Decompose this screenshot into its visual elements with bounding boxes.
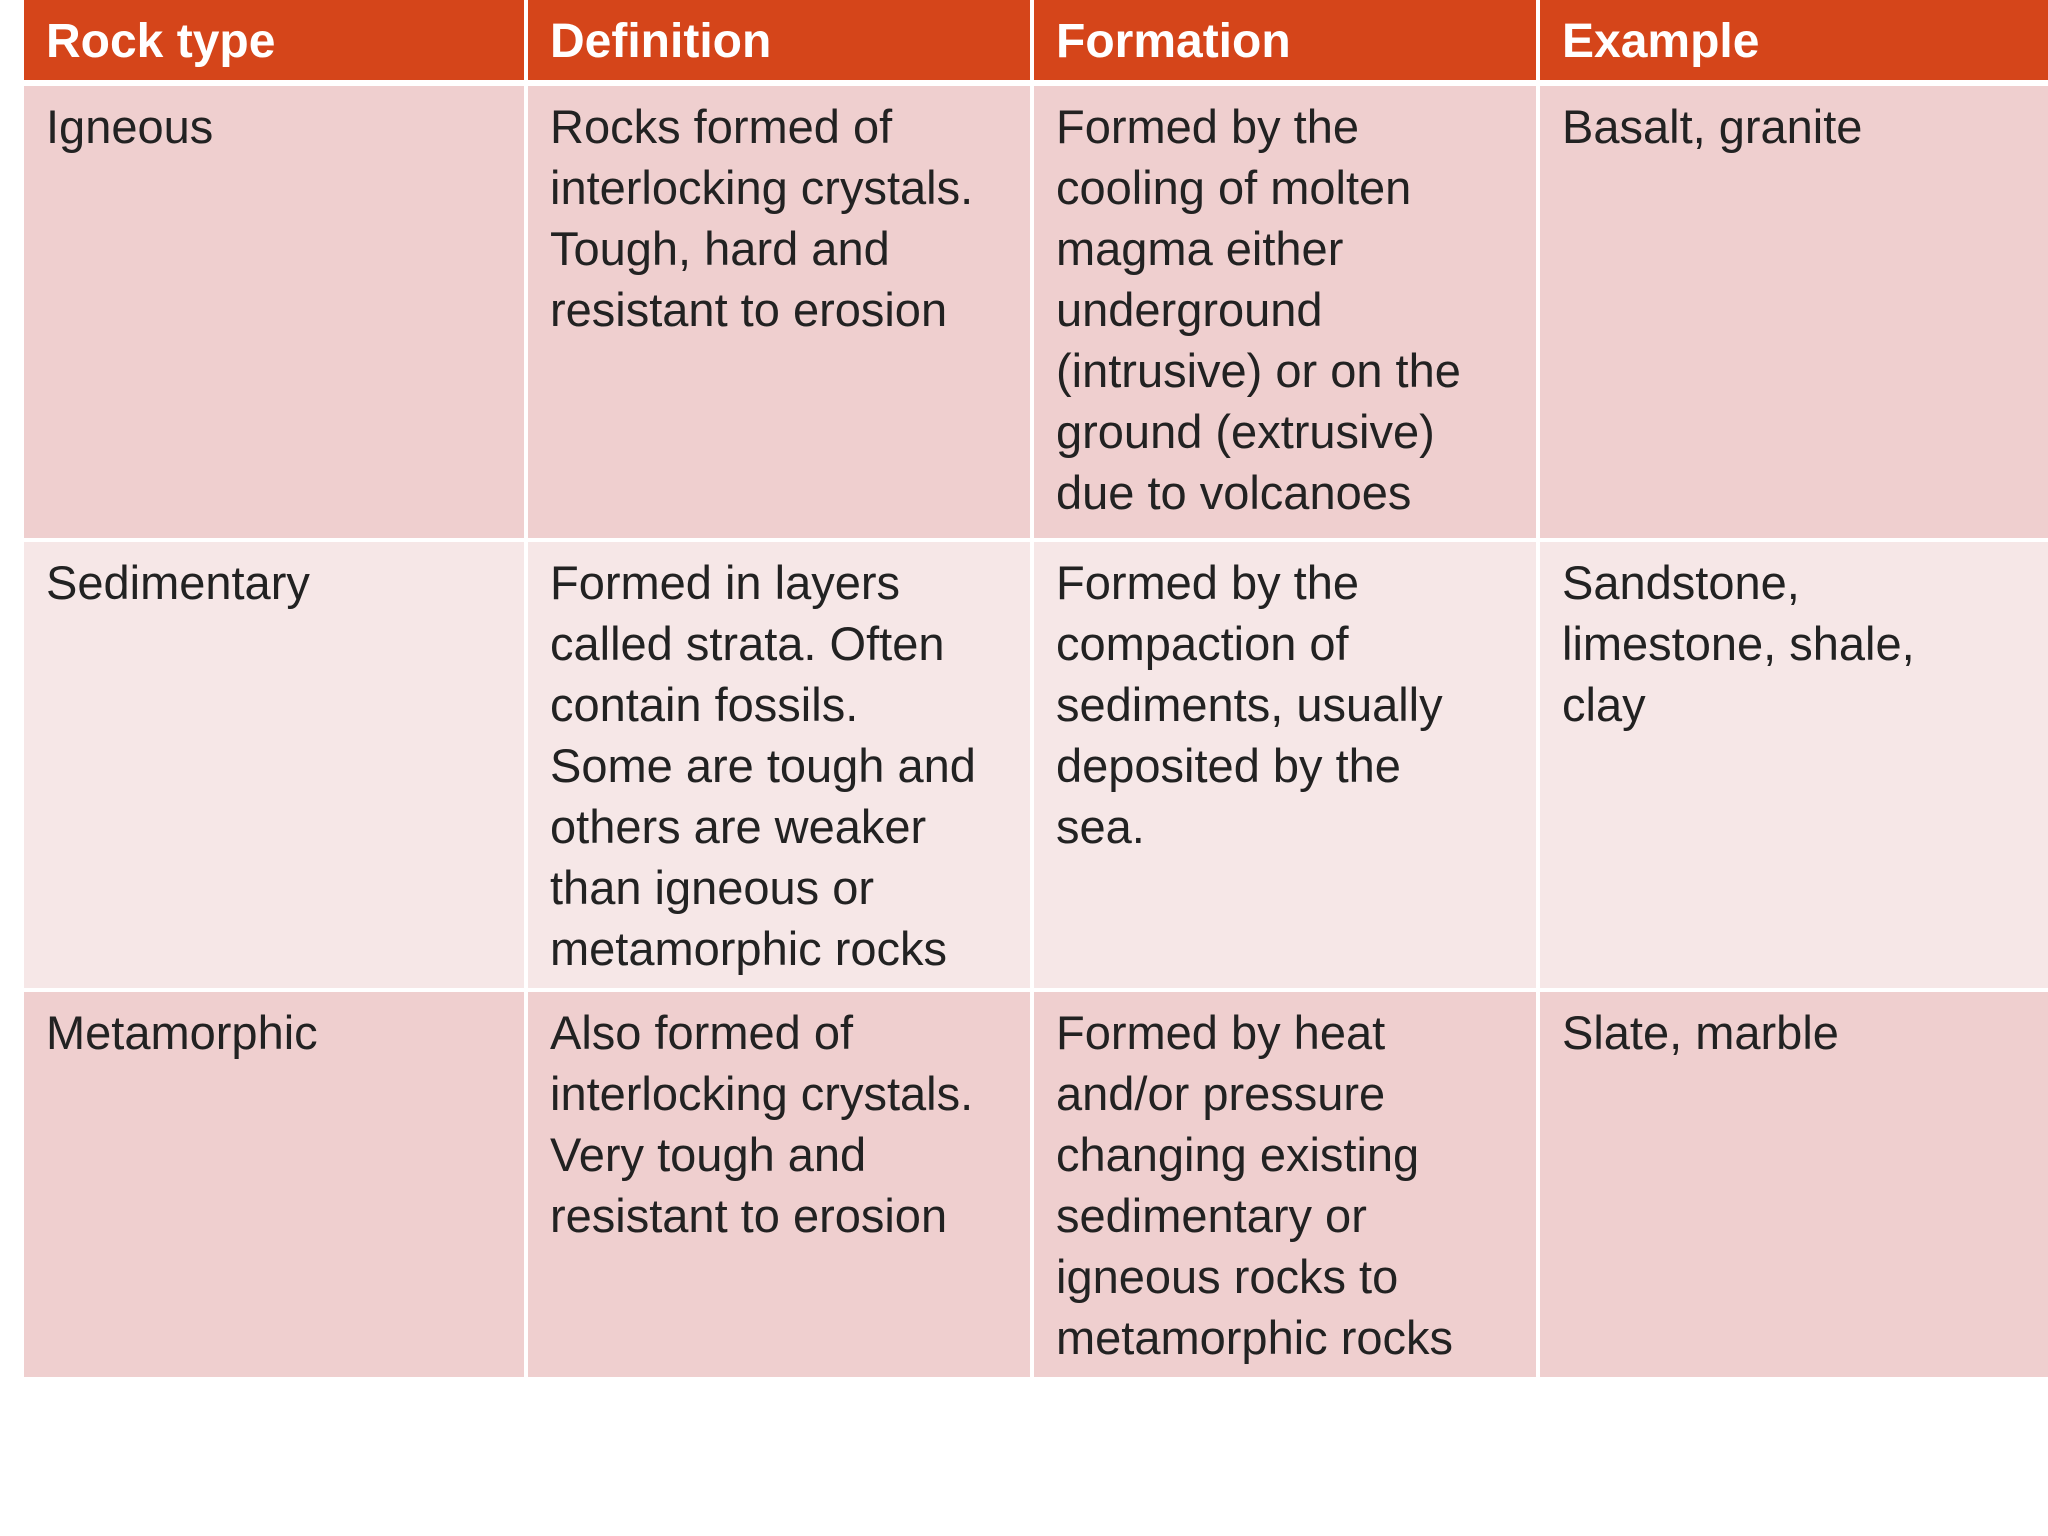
header-example: Example [1540, 0, 2048, 86]
header-formation: Formation [1034, 0, 1540, 86]
igneous-formation-cell: Formed by the cooling of molten magma ei… [1034, 86, 1540, 542]
metamorphic-rock-type-cell: Metamorphic [24, 992, 528, 1381]
igneous-rock-type-cell: Igneous [24, 86, 528, 542]
metamorphic-example-cell: Slate, marble [1540, 992, 2048, 1381]
sedimentary-rock-type-cell: Sedimentary [24, 542, 528, 992]
sedimentary-example-cell: Sandstone, limestone, shale, clay [1540, 542, 2048, 992]
rock-types-table: Rock type Definition Formation Example I… [24, 0, 2048, 1381]
metamorphic-formation-cell: Formed by heat and/or pressure changing … [1034, 992, 1540, 1381]
igneous-example-cell: Basalt, granite [1540, 86, 2048, 542]
header-definition: Definition [528, 0, 1034, 86]
igneous-definition-cell: Rocks formed of interlocking crystals. T… [528, 86, 1034, 542]
sedimentary-definition-cell: Formed in layers called strata. Often co… [528, 542, 1034, 992]
header-rock-type: Rock type [24, 0, 528, 86]
metamorphic-definition-cell: Also formed of interlocking crystals. Ve… [528, 992, 1034, 1381]
sedimentary-formation-cell: Formed by the compaction of sediments, u… [1034, 542, 1540, 992]
